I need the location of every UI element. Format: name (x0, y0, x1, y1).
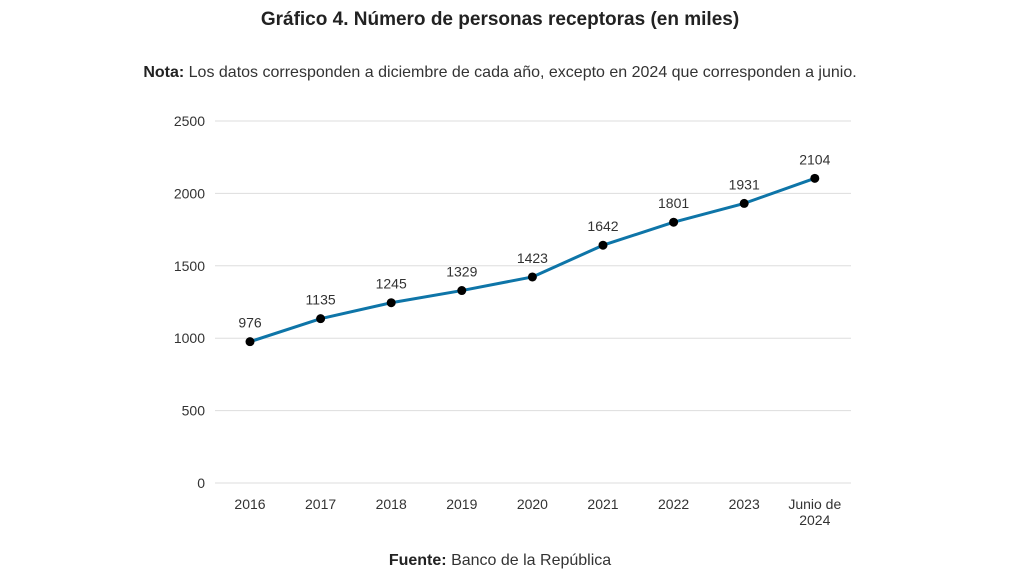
data-point (669, 217, 679, 227)
y-tick-label: 0 (197, 475, 205, 491)
chart-source: Fuente: Banco de la República (0, 552, 1000, 570)
data-point (316, 314, 326, 324)
data-point (739, 198, 749, 208)
data-label: 1245 (376, 276, 407, 292)
data-label: 1931 (729, 176, 760, 192)
x-tick-label: 2024 (799, 512, 830, 528)
note-text: Los datos corresponden a diciembre de ca… (188, 64, 857, 81)
x-tick-label: Junio de (788, 496, 841, 512)
data-label: 2104 (799, 151, 830, 167)
y-tick-label: 1500 (174, 258, 205, 274)
data-label: 976 (238, 315, 262, 331)
data-label: 1423 (517, 250, 548, 266)
chart-title: Gráfico 4. Número de personas receptoras… (260, 9, 740, 30)
x-tick-label: 2019 (446, 496, 477, 512)
data-point (810, 173, 820, 183)
x-tick-label: 2020 (517, 496, 548, 512)
source-text: Banco de la República (451, 552, 612, 569)
y-tick-label: 2000 (174, 185, 205, 201)
y-tick-label: 1000 (174, 330, 205, 346)
data-point (527, 272, 537, 282)
x-tick-label: 2023 (729, 496, 760, 512)
data-point (598, 240, 608, 250)
chart-note: Nota: Los datos corresponden a diciembre… (0, 64, 1000, 82)
y-tick-label: 500 (182, 403, 206, 419)
x-tick-label: 2021 (587, 496, 618, 512)
data-label: 1135 (306, 292, 336, 308)
source-label: Fuente: (388, 552, 447, 569)
data-point (457, 286, 467, 296)
x-tick-label: 2018 (376, 496, 407, 512)
data-point (245, 337, 255, 347)
note-label: Nota: (143, 64, 185, 81)
data-label: 1642 (587, 218, 618, 234)
data-label: 1801 (658, 195, 689, 211)
data-point (386, 298, 396, 308)
x-tick-label: 2022 (658, 496, 689, 512)
x-tick-label: 2016 (234, 496, 265, 512)
y-tick-label: 2500 (174, 113, 205, 129)
data-label: 1329 (446, 264, 477, 280)
x-tick-label: 2017 (305, 496, 336, 512)
